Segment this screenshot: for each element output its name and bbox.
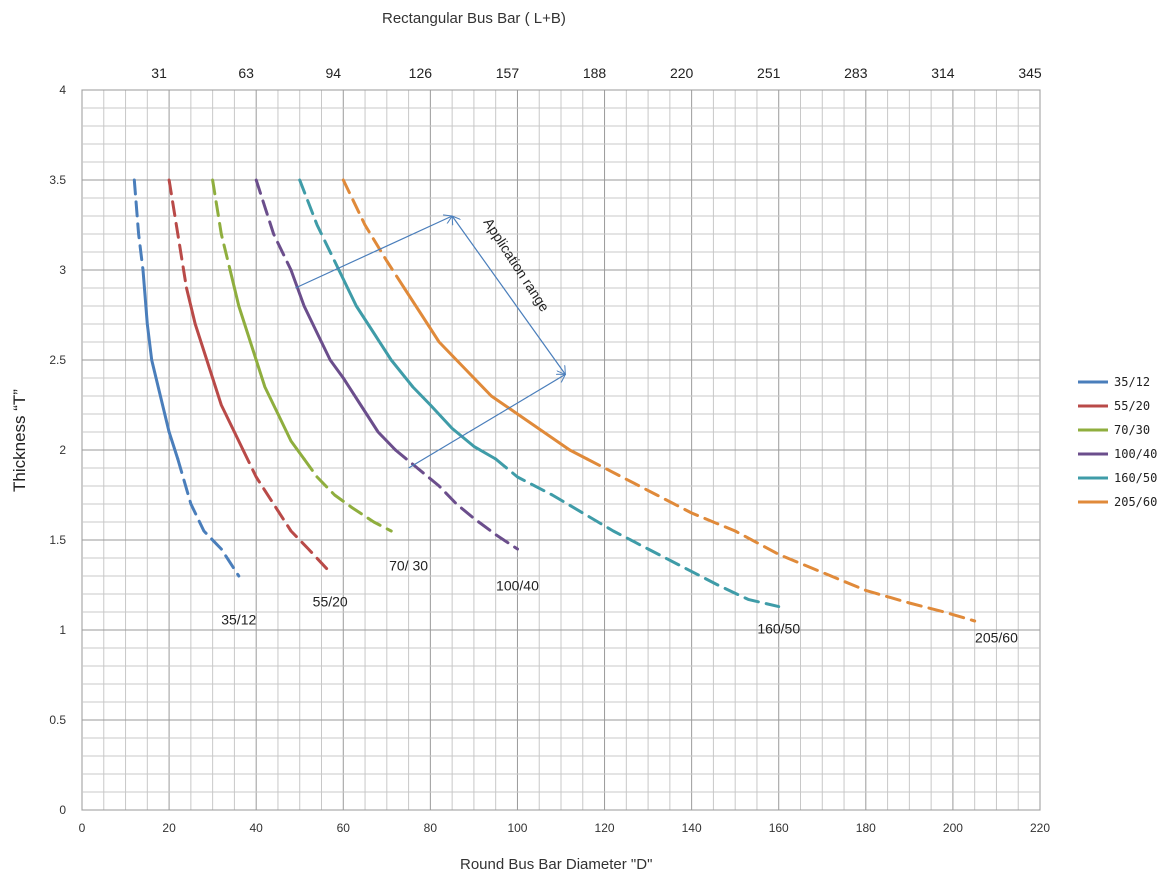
range-arrow-right: [452, 216, 565, 374]
x-tick-label: 120: [595, 821, 615, 835]
series-dashed-end: [176, 457, 241, 578]
series-curve-label: 55/20: [313, 594, 348, 610]
y-tick-label: 0.5: [49, 713, 66, 727]
series-solid-segment: [185, 286, 245, 452]
series-dashed-end: [585, 457, 977, 623]
x-tick-label: 180: [856, 821, 876, 835]
legend-entry: 55/20: [1114, 399, 1150, 413]
top-tick-label: 94: [325, 65, 341, 81]
series-solid-segment: [141, 268, 180, 461]
x-tick-label: 20: [162, 821, 176, 835]
x-tick-label: 60: [337, 821, 351, 835]
top-axis-title: Rectangular Bus Bar ( L+B): [382, 10, 566, 27]
top-tick-label: 220: [670, 65, 694, 81]
top-tick-label: 345: [1018, 65, 1042, 81]
axis-ticks: 0 20 40 60 80 100 120 140 160 180 200 22000.511.522…: [49, 65, 1050, 835]
series-dashed-end: [241, 448, 332, 574]
series-solid-segment: [289, 268, 397, 452]
y-tick-label: 2: [59, 443, 66, 457]
legend: 35/12 55/20 70/30 100/40 160/50 205/60: [1078, 375, 1157, 509]
y-tick-label: 3.5: [49, 173, 66, 187]
series-dashed-start: [298, 178, 341, 272]
series-curve-label: 205/60: [975, 630, 1018, 646]
x-tick-label: 220: [1030, 821, 1050, 835]
x-tick-label: 160: [769, 821, 789, 835]
legend-entry: 100/40: [1114, 447, 1157, 461]
y-tick-label: 4: [59, 83, 66, 97]
top-tick-label: 251: [757, 65, 781, 81]
series-dashed-start: [211, 178, 232, 272]
x-tick-label: 200: [943, 821, 963, 835]
series-curve-label: 35/12: [221, 612, 256, 628]
series-solid-segment: [402, 286, 589, 461]
top-tick-label: 31: [151, 65, 167, 81]
y-tick-label: 2.5: [49, 353, 66, 367]
series-curve-label: 100/40: [496, 577, 539, 593]
series-dashed-start: [132, 178, 145, 272]
x-tick-label: 0: [79, 821, 86, 835]
top-tick-label: 157: [496, 65, 520, 81]
y-tick-label: 1: [59, 623, 66, 637]
series-dashed-end: [494, 457, 781, 609]
y-axis-title: Thickness “T”: [10, 389, 29, 492]
x-tick-label: 80: [424, 821, 438, 835]
top-tick-label: 314: [931, 65, 955, 81]
legend-entry: 205/60: [1114, 495, 1157, 509]
series-dashed-start: [254, 178, 293, 272]
grid: [81, 89, 1041, 811]
x-tick-label: 140: [682, 821, 702, 835]
x-tick-label: 40: [250, 821, 264, 835]
series-solid-segment: [228, 268, 306, 461]
range-arrow-top: [295, 216, 452, 289]
legend-entry: 35/12: [1114, 375, 1150, 389]
top-tick-label: 63: [238, 65, 254, 81]
series-dashed-end: [302, 457, 393, 533]
top-tick-label: 126: [409, 65, 433, 81]
y-tick-label: 3: [59, 263, 66, 277]
top-tick-label: 188: [583, 65, 607, 81]
series-dashed-end: [394, 448, 519, 551]
series-lines: 35/12 55/20 70/ 30 100/40 160/50 205/60: [132, 178, 1018, 646]
top-tick-label: 283: [844, 65, 868, 81]
y-tick-label: 0: [59, 803, 66, 817]
legend-entry: 160/50: [1114, 471, 1157, 485]
series-solid-segment: [337, 268, 498, 461]
series-curve-label: 70/ 30: [389, 558, 428, 574]
series-dashed-start: [341, 178, 406, 290]
x-tick-label: 100: [507, 821, 527, 835]
y-tick-label: 1.5: [49, 533, 66, 547]
x-axis-title: Round Bus Bar Diameter "D": [460, 856, 652, 873]
series-curve-label: 160/50: [757, 621, 800, 637]
range-arrow-bottom: [408, 374, 566, 469]
series-dashed-start: [167, 178, 188, 290]
legend-entry: 70/30: [1114, 423, 1150, 437]
